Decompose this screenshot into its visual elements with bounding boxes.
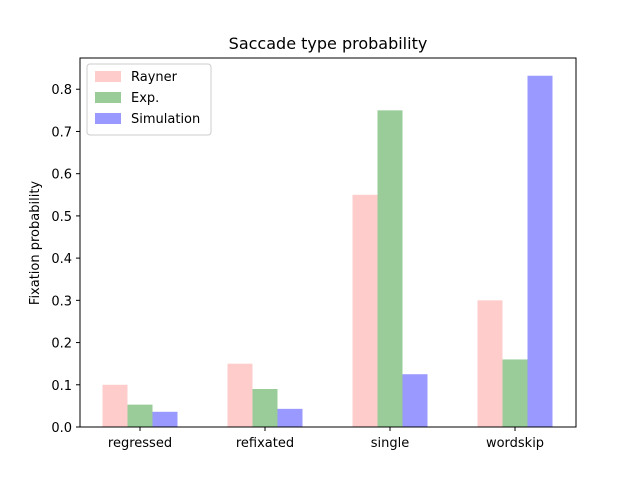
- y-tick-label: 0.0: [51, 421, 72, 436]
- bar-simulation-single: [402, 374, 428, 427]
- bar-simulation-refixated: [277, 408, 303, 427]
- y-tick-label: 0.5: [51, 210, 72, 225]
- legend-swatch: [95, 113, 121, 124]
- y-tick-label: 0.8: [51, 83, 72, 98]
- y-axis: 0.0 0.1 0.2 0.3 0.4 0.5 0.6 0.7 0.8: [51, 83, 80, 436]
- bar-rayner-regressed: [102, 384, 128, 427]
- y-tick-label: 0.7: [51, 125, 72, 140]
- bar-exp-single: [377, 110, 403, 427]
- x-tick-label: refixated: [236, 436, 294, 451]
- bar-rayner-refixated: [227, 363, 253, 427]
- bar-exp-wordskip: [502, 359, 528, 427]
- bar-exp-regressed: [127, 404, 153, 427]
- bar-simulation-regressed: [152, 411, 178, 427]
- bar-rayner-wordskip: [477, 300, 503, 427]
- y-tick-label: 0.2: [51, 337, 72, 352]
- legend-label: Exp.: [131, 91, 159, 106]
- legend-label: Simulation: [131, 112, 200, 127]
- plot-frame: [79, 57, 577, 428]
- x-axis: regressed refixated single wordskip: [108, 427, 544, 451]
- legend-label: Rayner: [131, 70, 178, 85]
- x-tick-label: single: [371, 436, 410, 451]
- chart-title: Saccade type probability: [229, 34, 428, 53]
- y-tick-label: 0.3: [51, 294, 72, 309]
- bar-exp-refixated: [252, 389, 278, 427]
- y-tick-label: 0.1: [51, 379, 72, 394]
- bar-rayner-single: [352, 194, 378, 427]
- x-tick-label: wordskip: [486, 436, 544, 451]
- y-tick-label: 0.6: [51, 168, 72, 183]
- x-tick-label: regressed: [108, 436, 172, 451]
- legend-swatch: [95, 92, 121, 103]
- y-axis-label: Fixation probability: [28, 181, 43, 306]
- bars-group: [102, 75, 553, 427]
- legend: Rayner Exp. Simulation: [86, 63, 212, 136]
- legend-swatch: [95, 71, 121, 82]
- bar-simulation-wordskip: [527, 75, 553, 427]
- y-tick-label: 0.4: [51, 252, 72, 267]
